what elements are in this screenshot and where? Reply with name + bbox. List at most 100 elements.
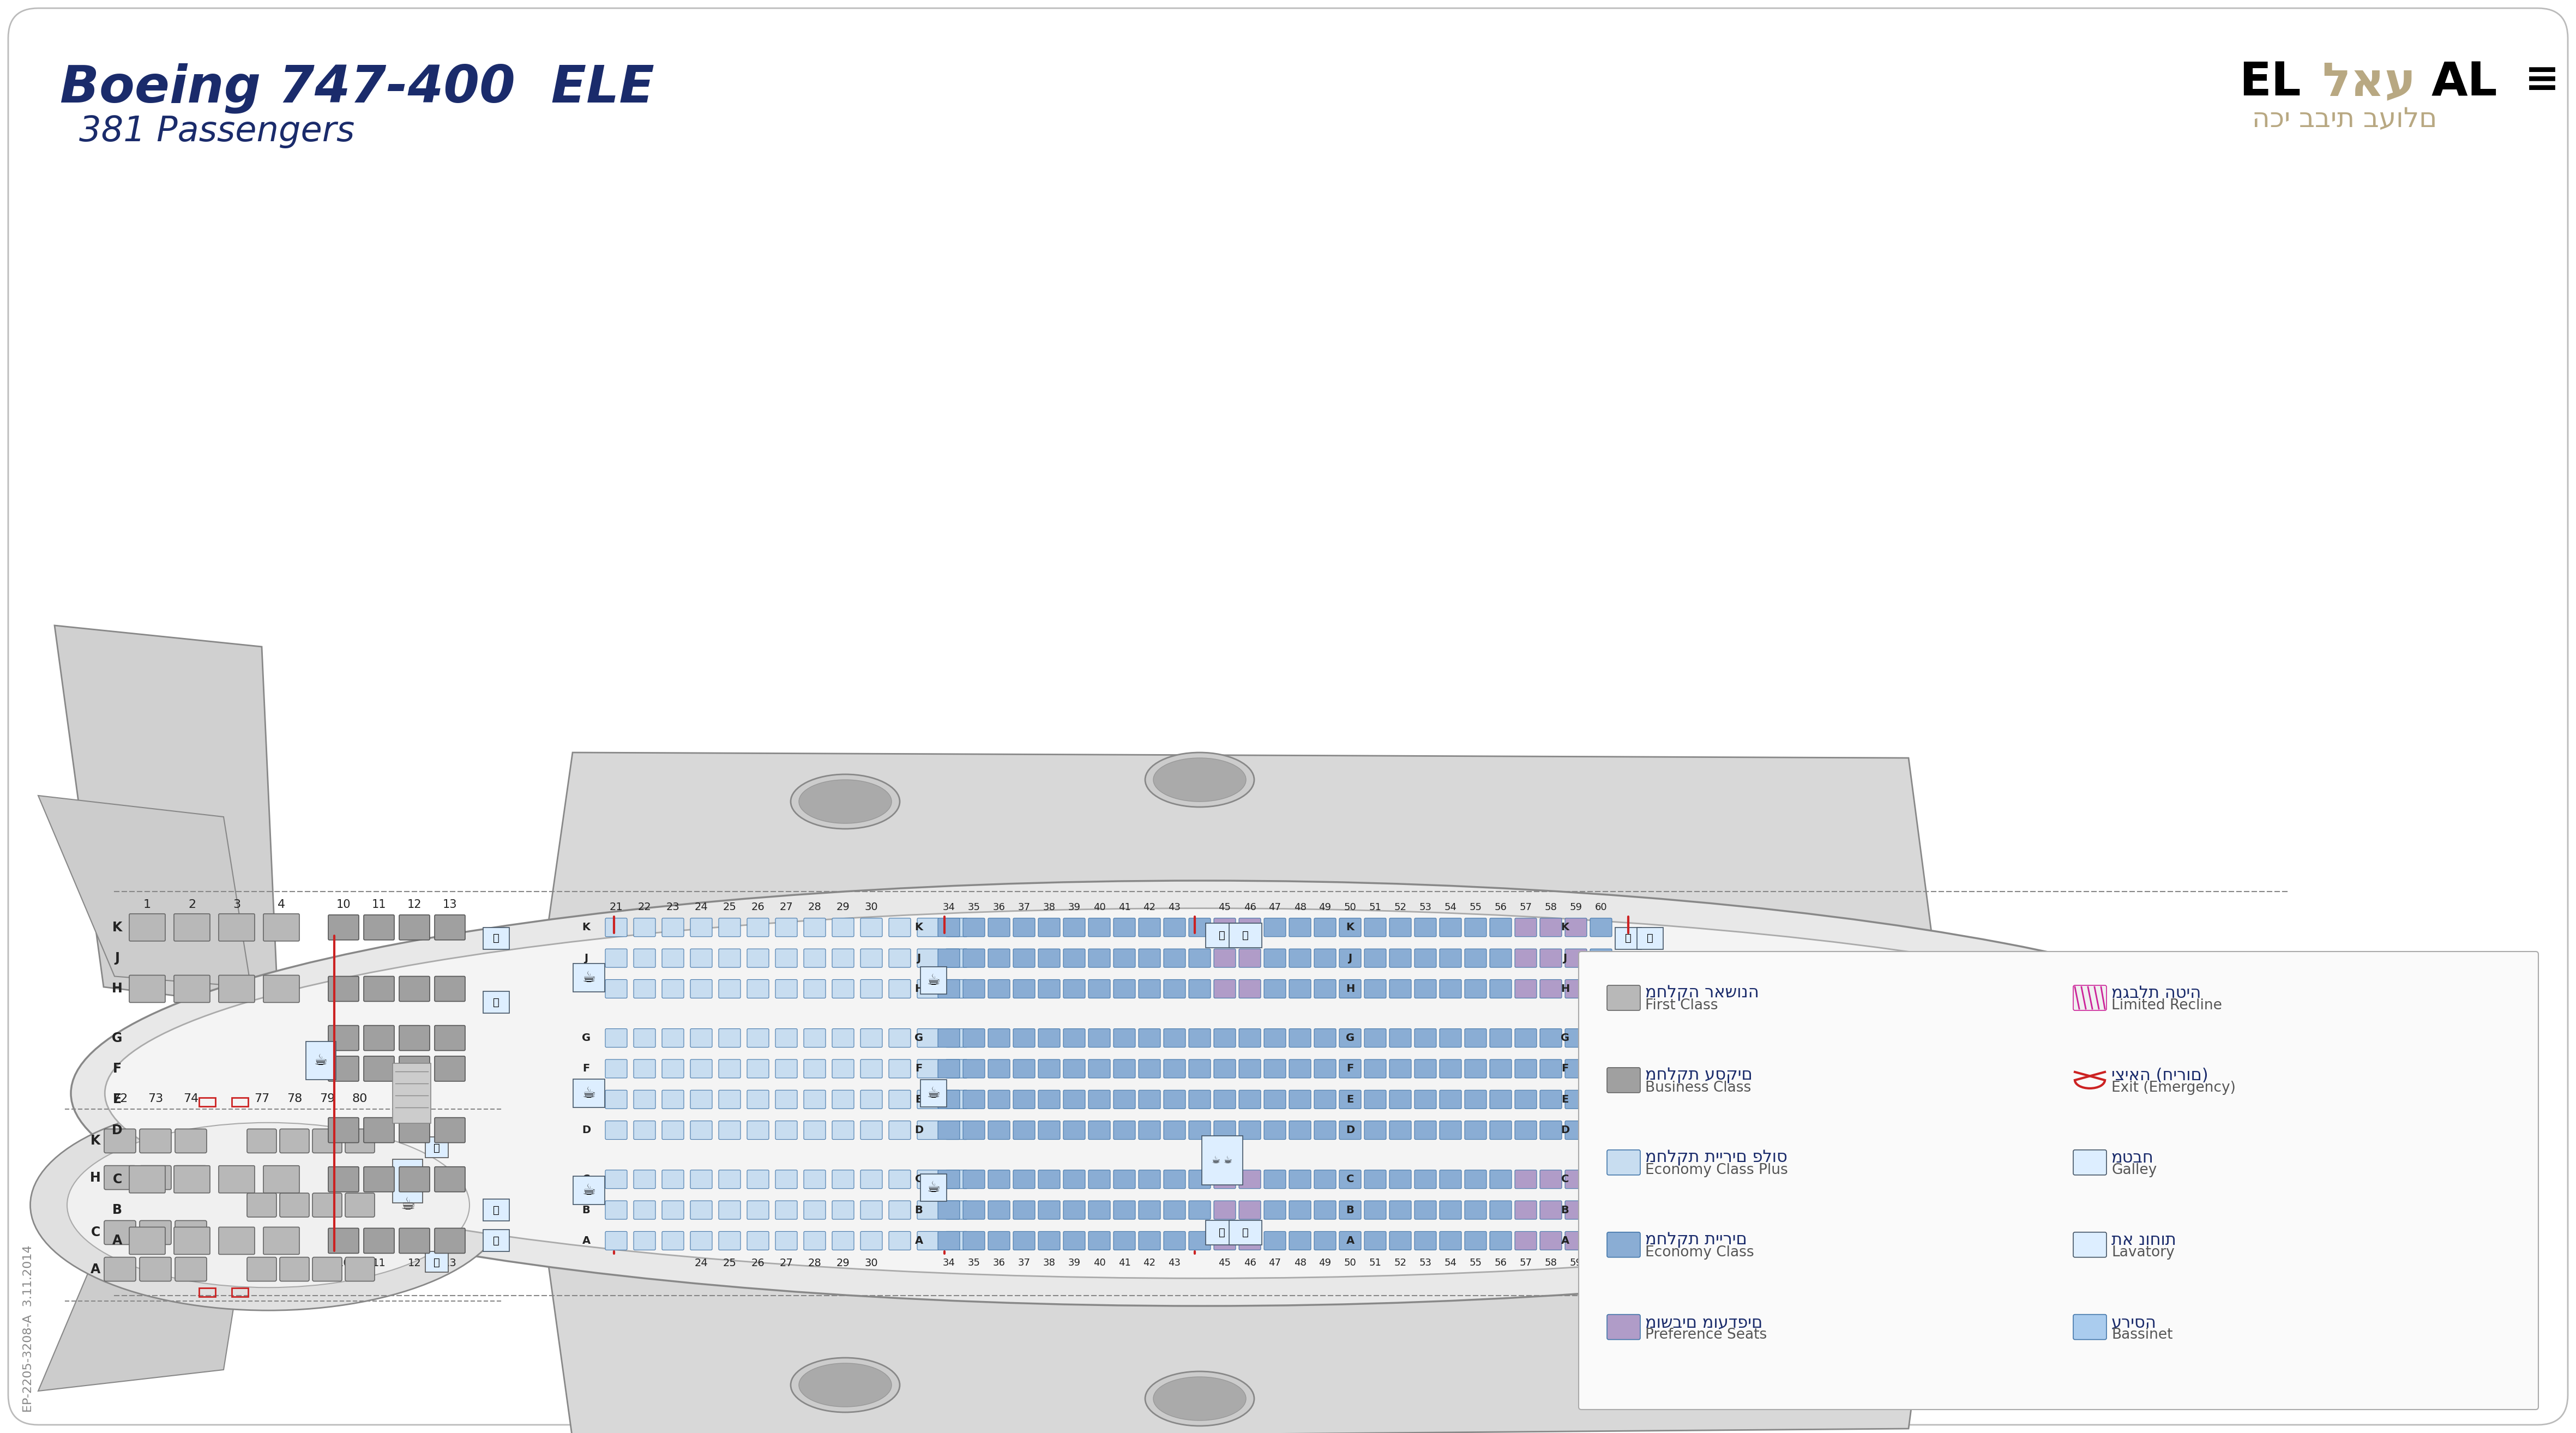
- Text: תא נוחות: תא נוחות: [2112, 1232, 2177, 1248]
- FancyBboxPatch shape: [1239, 1201, 1260, 1219]
- FancyBboxPatch shape: [1440, 919, 1461, 937]
- FancyBboxPatch shape: [1566, 1201, 1587, 1219]
- Text: E: E: [582, 1095, 590, 1105]
- FancyBboxPatch shape: [1203, 1135, 1242, 1185]
- FancyBboxPatch shape: [129, 914, 165, 941]
- FancyBboxPatch shape: [945, 1231, 969, 1250]
- FancyBboxPatch shape: [963, 919, 984, 937]
- Text: G: G: [111, 1032, 124, 1045]
- FancyBboxPatch shape: [832, 1029, 853, 1048]
- FancyBboxPatch shape: [2074, 1149, 2107, 1175]
- FancyBboxPatch shape: [889, 1121, 912, 1139]
- FancyBboxPatch shape: [605, 1091, 626, 1109]
- Text: 38: 38: [1043, 903, 1056, 913]
- Text: E: E: [1561, 1095, 1569, 1105]
- Text: מושבים מועדפים: מושבים מועדפים: [1646, 1314, 1762, 1331]
- FancyBboxPatch shape: [1090, 1169, 1110, 1188]
- FancyBboxPatch shape: [662, 980, 683, 999]
- Ellipse shape: [791, 1357, 899, 1413]
- FancyBboxPatch shape: [719, 949, 739, 967]
- FancyBboxPatch shape: [345, 1257, 374, 1281]
- FancyBboxPatch shape: [1229, 1221, 1262, 1245]
- FancyBboxPatch shape: [263, 1165, 299, 1192]
- FancyBboxPatch shape: [247, 1129, 276, 1154]
- FancyBboxPatch shape: [312, 1257, 343, 1281]
- FancyBboxPatch shape: [1139, 1231, 1159, 1250]
- FancyBboxPatch shape: [804, 1091, 824, 1109]
- FancyBboxPatch shape: [832, 1201, 853, 1219]
- Text: 42: 42: [1144, 903, 1157, 913]
- FancyBboxPatch shape: [1340, 1201, 1360, 1219]
- FancyBboxPatch shape: [327, 1118, 358, 1142]
- FancyBboxPatch shape: [1365, 980, 1386, 999]
- FancyBboxPatch shape: [484, 927, 510, 949]
- Text: H: H: [1561, 983, 1569, 995]
- FancyBboxPatch shape: [435, 1166, 466, 1192]
- FancyBboxPatch shape: [963, 1091, 984, 1109]
- Text: 52: 52: [1394, 903, 1406, 913]
- FancyBboxPatch shape: [889, 980, 912, 999]
- FancyBboxPatch shape: [963, 949, 984, 967]
- Text: J: J: [585, 953, 587, 963]
- FancyBboxPatch shape: [804, 1059, 824, 1078]
- FancyBboxPatch shape: [917, 1059, 940, 1078]
- FancyBboxPatch shape: [938, 1231, 961, 1250]
- Text: 3: 3: [232, 898, 240, 910]
- Text: מחלקת תיירים: מחלקת תיירים: [1646, 1232, 1747, 1248]
- FancyBboxPatch shape: [989, 919, 1010, 937]
- FancyBboxPatch shape: [634, 1059, 654, 1078]
- FancyBboxPatch shape: [963, 1169, 984, 1188]
- FancyBboxPatch shape: [1090, 1091, 1110, 1109]
- Text: 51: 51: [1368, 1258, 1381, 1268]
- FancyBboxPatch shape: [1139, 949, 1159, 967]
- FancyBboxPatch shape: [425, 1251, 448, 1273]
- Text: G: G: [1561, 1033, 1569, 1043]
- Text: A: A: [1347, 1235, 1355, 1245]
- FancyBboxPatch shape: [804, 949, 824, 967]
- FancyBboxPatch shape: [1265, 1121, 1285, 1139]
- FancyBboxPatch shape: [1515, 1231, 1538, 1250]
- Text: H: H: [582, 983, 590, 995]
- FancyBboxPatch shape: [989, 1059, 1010, 1078]
- Text: 🚻: 🚻: [1625, 1225, 1631, 1235]
- FancyBboxPatch shape: [1213, 1169, 1236, 1188]
- FancyBboxPatch shape: [1113, 1201, 1136, 1219]
- Text: 🚻: 🚻: [1625, 933, 1631, 943]
- Text: Economy Class: Economy Class: [1646, 1245, 1754, 1260]
- FancyBboxPatch shape: [1314, 1121, 1337, 1139]
- Text: מחלקה ראשונה: מחלקה ראשונה: [1646, 986, 1759, 1002]
- FancyBboxPatch shape: [662, 1169, 683, 1188]
- FancyBboxPatch shape: [1188, 1059, 1211, 1078]
- FancyBboxPatch shape: [1239, 1121, 1260, 1139]
- FancyBboxPatch shape: [945, 980, 969, 999]
- FancyBboxPatch shape: [1540, 1169, 1561, 1188]
- FancyBboxPatch shape: [1615, 1219, 1641, 1241]
- FancyBboxPatch shape: [690, 1169, 711, 1188]
- Bar: [198, 1288, 216, 1297]
- FancyBboxPatch shape: [989, 1201, 1010, 1219]
- Text: 74: 74: [183, 1093, 198, 1105]
- FancyBboxPatch shape: [1414, 1029, 1437, 1048]
- FancyBboxPatch shape: [1566, 1231, 1587, 1250]
- Text: 79: 79: [319, 1093, 335, 1105]
- FancyBboxPatch shape: [963, 1059, 984, 1078]
- FancyBboxPatch shape: [1414, 1231, 1437, 1250]
- FancyBboxPatch shape: [1164, 919, 1185, 937]
- FancyBboxPatch shape: [1213, 1121, 1236, 1139]
- FancyBboxPatch shape: [938, 919, 961, 937]
- FancyBboxPatch shape: [804, 1231, 824, 1250]
- FancyBboxPatch shape: [690, 949, 711, 967]
- FancyBboxPatch shape: [1440, 949, 1461, 967]
- FancyBboxPatch shape: [690, 1201, 711, 1219]
- FancyBboxPatch shape: [1589, 1121, 1613, 1139]
- Text: 36: 36: [992, 1258, 1005, 1268]
- FancyBboxPatch shape: [1064, 1029, 1084, 1048]
- FancyBboxPatch shape: [1540, 1059, 1561, 1078]
- FancyBboxPatch shape: [139, 1165, 170, 1189]
- FancyBboxPatch shape: [175, 1227, 209, 1254]
- FancyBboxPatch shape: [1466, 980, 1486, 999]
- FancyBboxPatch shape: [832, 1231, 853, 1250]
- Text: First Class: First Class: [1646, 999, 1718, 1013]
- FancyBboxPatch shape: [917, 1231, 940, 1250]
- Text: 58: 58: [1546, 1258, 1556, 1268]
